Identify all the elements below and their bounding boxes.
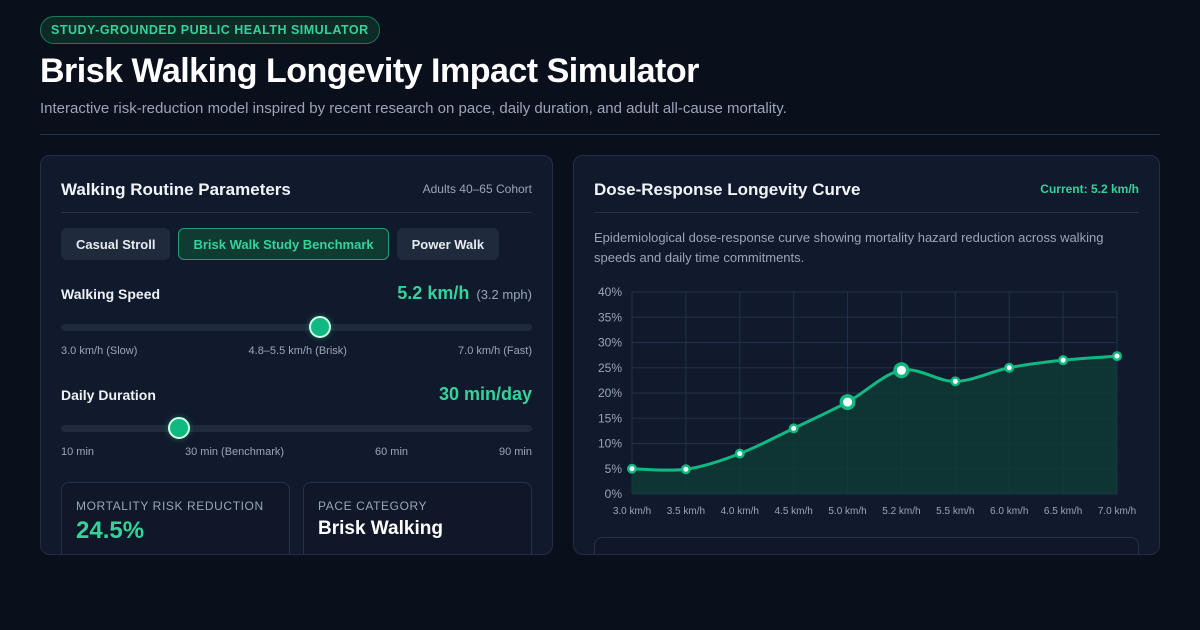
simulator-badge: STUDY-GROUNDED PUBLIC HEALTH SIMULATOR — [40, 16, 380, 44]
x-tick-label: 5.0 km/h — [828, 506, 866, 517]
current-speed-indicator: Current: 5.2 km/h — [1040, 182, 1139, 196]
x-tick-label: 7.0 km/h — [1098, 506, 1136, 517]
data-point — [952, 378, 958, 384]
y-tick-label: 30% — [598, 336, 622, 350]
dose-response-panel: Dose-Response Longevity Curve Current: 5… — [573, 155, 1160, 555]
duration-tick: 90 min — [498, 446, 532, 458]
preset-power-walk-button[interactable]: Power Walk — [396, 228, 500, 260]
speed-tick: 4.8–5.5 km/h (Brisk) — [248, 345, 347, 357]
cohort-label: Adults 40–65 Cohort — [422, 182, 532, 196]
duration-value: 30 min/day — [438, 384, 532, 404]
walking-parameters-panel: Walking Routine Parameters Adults 40–65 … — [40, 155, 553, 555]
mortality-risk-value: 24.5% — [76, 517, 145, 544]
x-tick-label: 5.5 km/h — [936, 506, 974, 517]
data-point — [1006, 365, 1012, 371]
data-point — [737, 451, 743, 457]
duration-slider-thumb[interactable] — [167, 417, 190, 439]
x-tick-label: 5.2 km/h — [882, 506, 920, 517]
y-tick-label: 25% — [598, 361, 622, 375]
data-point — [843, 397, 853, 407]
dose-response-chart: 0% 5% 10% 15% 20% 25% 30% 35% 40% 3.0 km/h 3.5 km/… — [574, 282, 1159, 522]
data-point — [683, 466, 689, 472]
preset-buttons: Casual Stroll Brisk Walk Study Benchmark… — [61, 228, 500, 260]
data-point — [1060, 357, 1066, 363]
y-tick-label: 20% — [598, 386, 622, 400]
preset-casual-stroll-button[interactable]: Casual Stroll — [61, 228, 171, 260]
x-tick-label: 3.5 km/h — [667, 506, 705, 517]
data-point — [1114, 353, 1120, 359]
duration-label: Daily Duration — [61, 387, 156, 403]
y-tick-label: 10% — [598, 437, 622, 451]
speed-label: Walking Speed — [61, 286, 161, 302]
duration-slider[interactable] — [61, 417, 532, 439]
chart-footer-box — [594, 537, 1139, 554]
page-title: Brisk Walking Longevity Impact Simulator — [40, 52, 699, 90]
chart-svg: 0% 5% 10% 15% 20% 25% 30% 35% 40% 3.0 km/h 3.5 km/… — [598, 285, 1136, 517]
x-tick-label: 6.5 km/h — [1044, 506, 1082, 517]
speed-value-kmh: 5.2 km/h — [397, 283, 470, 303]
duration-tick: 60 min — [374, 446, 409, 458]
speed-tick: 3.0 km/h (Slow) — [61, 345, 138, 357]
pace-category-caption: PACE CATEGORY — [318, 499, 428, 513]
speed-tick-labels: 3.0 km/h (Slow) 4.8–5.5 km/h (Brisk) 7.0… — [61, 345, 532, 357]
speed-value: 5.2 km/h (3.2 mph) — [397, 283, 532, 304]
data-point — [896, 365, 906, 375]
series-area — [632, 356, 1117, 494]
data-point — [791, 425, 797, 431]
panel-title: Dose-Response Longevity Curve — [594, 180, 861, 199]
series-line — [630, 354, 1119, 472]
x-tick-label: 6.0 km/h — [990, 506, 1028, 517]
duration-tick: 30 min (Benchmark) — [184, 446, 285, 458]
pace-category-card: PACE CATEGORY Brisk Walking — [303, 482, 532, 554]
y-tick-label: 0% — [605, 487, 623, 501]
mortality-risk-card: MORTALITY RISK REDUCTION 24.5% — [61, 482, 290, 554]
chart-description: Epidemiological dose-response curve show… — [594, 230, 1104, 265]
y-tick-label: 5% — [605, 462, 623, 476]
duration-tick: 10 min — [61, 446, 95, 458]
panel-title: Walking Routine Parameters — [61, 180, 291, 199]
x-tick-label: 4.0 km/h — [721, 506, 759, 517]
y-tick-label: 40% — [598, 285, 622, 299]
panel-divider — [61, 212, 532, 213]
panel-divider — [594, 212, 1139, 213]
header-divider — [40, 134, 1160, 135]
x-tick-label: 4.5 km/h — [774, 506, 812, 517]
duration-tick-labels: 10 min 30 min (Benchmark) 60 min 90 min — [61, 446, 532, 458]
speed-value-mph: (3.2 mph) — [476, 287, 532, 302]
pace-category-value: Brisk Walking — [318, 518, 443, 539]
x-tick-label: 3.0 km/h — [613, 506, 651, 517]
data-point — [629, 466, 635, 472]
speed-tick: 7.0 km/h (Fast) — [458, 345, 532, 357]
speed-slider-thumb[interactable] — [309, 316, 332, 338]
y-tick-label: 15% — [598, 411, 622, 425]
page-subtitle: Interactive risk-reduction model inspire… — [40, 100, 787, 117]
preset-brisk-walk-button[interactable]: Brisk Walk Study Benchmark — [178, 228, 389, 260]
speed-slider[interactable] — [61, 316, 532, 338]
mortality-risk-caption: MORTALITY RISK REDUCTION — [76, 499, 264, 513]
y-tick-label: 35% — [598, 310, 622, 324]
